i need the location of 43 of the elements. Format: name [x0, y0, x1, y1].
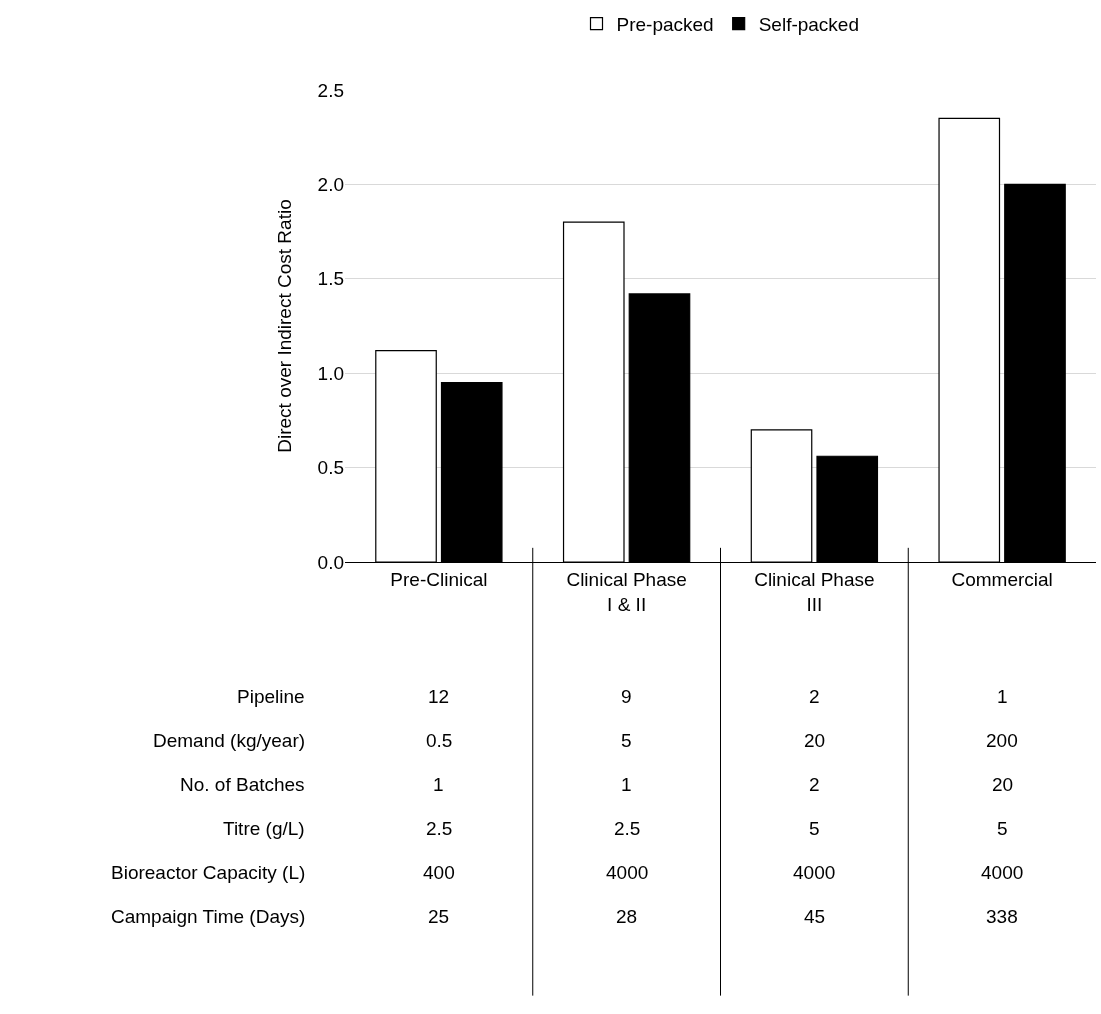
text: Titre (g/L) [223, 818, 305, 839]
y-axis-title: Direct over Indirect Cost Ratio [274, 199, 296, 453]
y-tick-label: 0.5 [317, 457, 344, 479]
text: 4000 [981, 862, 1024, 883]
text: No. of Batches [180, 774, 305, 795]
text: 1 [997, 686, 1008, 707]
text: 20 [992, 774, 1014, 795]
text: 0.5 [426, 730, 453, 751]
x-tick-label: Clinical Phase I & II [566, 568, 687, 615]
text: 25 [428, 906, 450, 927]
text: Campaign Time (Days) [111, 906, 306, 927]
y-tick-label: 2.0 [317, 174, 344, 196]
legend-label: Pre-packed [616, 14, 714, 36]
text: 5 [809, 818, 820, 839]
text: 1 [621, 774, 632, 795]
text: 5 [621, 730, 632, 751]
text: 4000 [606, 862, 649, 883]
text: 2.5 [614, 818, 641, 839]
text: 28 [616, 906, 638, 927]
legend-label: Self-packed [758, 14, 860, 36]
x-tick-label: Commercial [951, 568, 1053, 590]
text: 20 [804, 730, 826, 751]
text: 45 [804, 906, 826, 927]
y-tick-label: 1.5 [317, 268, 344, 290]
text: 4000 [793, 862, 836, 883]
x-tick-label: Pre-Clinical [390, 568, 488, 590]
text: 2 [809, 774, 820, 795]
text: 338 [986, 906, 1018, 927]
y-tick-label: 0.0 [317, 551, 344, 573]
text: 2 [809, 686, 820, 707]
text: 12 [428, 686, 450, 707]
text: Demand (kg/year) [153, 730, 306, 751]
x-tick-label: Clinical Phase III [754, 568, 875, 615]
y-tick-label: 1.0 [317, 362, 344, 384]
text: 200 [986, 730, 1018, 751]
y-tick-label: 2.5 [317, 79, 344, 101]
text: 2.5 [426, 818, 453, 839]
text: 5 [997, 818, 1008, 839]
text: 9 [621, 686, 632, 707]
text: 400 [423, 862, 455, 883]
text: Bioreactor Capacity (L) [111, 862, 306, 883]
text: Pipeline [237, 686, 305, 707]
text: 1 [433, 774, 444, 795]
